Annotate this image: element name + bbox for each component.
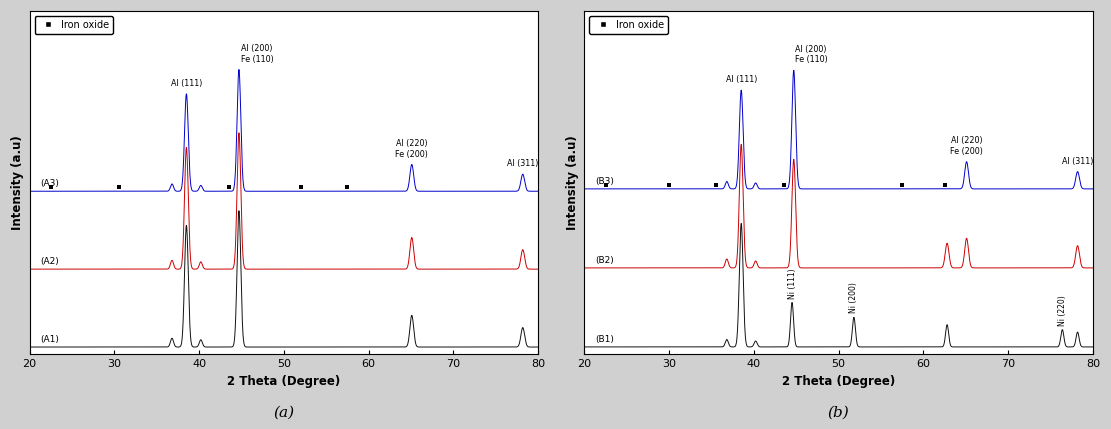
Text: Al (311): Al (311) [507, 159, 539, 168]
Text: (B2): (B2) [595, 256, 614, 265]
Text: Ni (111): Ni (111) [788, 268, 797, 299]
Text: (A2): (A2) [41, 257, 59, 266]
Text: (A1): (A1) [41, 335, 60, 344]
Text: (a): (a) [273, 406, 294, 420]
Text: Al (200)
Fe (110): Al (200) Fe (110) [241, 44, 273, 63]
Text: Al (311): Al (311) [1062, 157, 1093, 166]
X-axis label: 2 Theta (Degree): 2 Theta (Degree) [782, 375, 895, 388]
Y-axis label: Intensity (a.u): Intensity (a.u) [565, 136, 579, 230]
Text: Al (220)
Fe (200): Al (220) Fe (200) [396, 139, 428, 159]
Text: Al (111): Al (111) [171, 79, 202, 88]
Text: Al (200)
Fe (110): Al (200) Fe (110) [795, 45, 828, 64]
X-axis label: 2 Theta (Degree): 2 Theta (Degree) [228, 375, 340, 388]
Text: Ni (220): Ni (220) [1058, 295, 1067, 326]
Text: (B1): (B1) [595, 335, 614, 344]
Text: Al (111): Al (111) [725, 75, 757, 84]
Text: Ni (200): Ni (200) [850, 282, 859, 313]
Y-axis label: Intensity (a.u): Intensity (a.u) [11, 136, 24, 230]
Text: (b): (b) [828, 406, 850, 420]
Legend: Iron oxide: Iron oxide [34, 16, 113, 34]
Text: (A3): (A3) [41, 179, 60, 188]
Text: (B3): (B3) [595, 177, 614, 186]
Text: Al (220)
Fe (200): Al (220) Fe (200) [950, 136, 983, 156]
Legend: Iron oxide: Iron oxide [589, 16, 668, 34]
